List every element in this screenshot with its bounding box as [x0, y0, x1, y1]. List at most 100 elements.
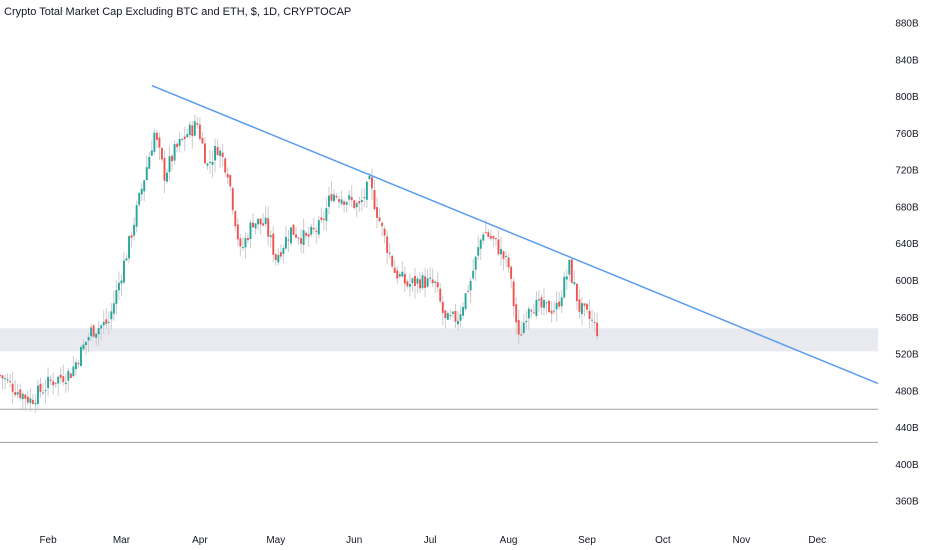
candle-body: [525, 320, 528, 323]
candle-body: [67, 370, 70, 381]
candle-body: [49, 379, 52, 381]
candle-body: [469, 280, 472, 291]
candle-body: [74, 362, 77, 370]
candle-body: [155, 132, 158, 140]
candle-body: [338, 199, 341, 202]
candle-body: [315, 230, 318, 232]
candle-body: [54, 382, 57, 384]
candle-body: [548, 300, 551, 313]
candle-body: [563, 276, 566, 298]
candle-body: [586, 304, 588, 310]
candle-body: [512, 281, 515, 306]
candle-body: [381, 223, 384, 227]
candle-body: [565, 276, 568, 280]
candle-body: [330, 194, 333, 201]
candle-body: [150, 150, 153, 156]
candle-body: [320, 217, 323, 220]
candle-body: [171, 155, 174, 162]
y-tick-label: 600B: [895, 276, 919, 287]
candle-body: [62, 376, 65, 383]
candle-body: [125, 258, 128, 261]
chart-title: Crypto Total Market Cap Excluding BTC an…: [4, 6, 352, 18]
candle-body: [4, 378, 7, 380]
candle-body: [348, 195, 351, 200]
candle-body: [97, 328, 100, 335]
candle-body: [441, 301, 444, 313]
candle-body: [333, 194, 335, 202]
candle-body: [403, 273, 406, 284]
candle-body: [206, 163, 209, 166]
candle-body: [117, 282, 120, 291]
candle-body: [191, 125, 194, 137]
candle-body: [82, 344, 85, 350]
candle-body: [277, 254, 280, 263]
candle-body: [188, 124, 191, 136]
candle-body: [368, 176, 371, 180]
candle-body: [305, 232, 308, 236]
candle-body: [472, 270, 475, 279]
candle-body: [231, 188, 234, 211]
candle-body: [451, 311, 454, 314]
candle-body: [234, 211, 237, 227]
candle-body: [110, 311, 113, 320]
candle-body: [44, 390, 47, 392]
candle-body: [112, 303, 115, 314]
candle-body: [343, 201, 346, 205]
candle-body: [378, 217, 381, 222]
candle-body: [247, 238, 249, 241]
candle-body: [396, 270, 399, 279]
candle-body: [239, 238, 242, 247]
candle-body: [284, 236, 287, 249]
candle-body: [474, 256, 477, 270]
candle-body: [262, 223, 265, 226]
y-tick-label: 680B: [895, 202, 919, 213]
candle-body: [292, 224, 295, 235]
candle-body: [39, 383, 42, 392]
candle-body: [267, 218, 270, 237]
candle-body: [254, 223, 257, 229]
candle-body: [158, 137, 161, 148]
candle-body: [307, 234, 310, 237]
candle-body: [37, 385, 39, 404]
x-tick-label: Aug: [500, 535, 518, 546]
candle-body: [57, 376, 60, 384]
candle-body: [168, 156, 171, 173]
y-tick-label: 840B: [895, 55, 919, 66]
candle-body: [575, 283, 578, 302]
candle-body: [130, 235, 133, 238]
candle-body: [560, 297, 563, 307]
candle-body: [401, 271, 404, 277]
candle-body: [532, 312, 535, 314]
trendline[interactable]: [151, 84, 879, 385]
candle-body: [467, 290, 470, 292]
candle-body: [370, 177, 373, 189]
candle-body: [386, 236, 389, 253]
candle-body: [517, 320, 520, 335]
candle-body: [573, 282, 576, 285]
candle-body: [365, 181, 368, 200]
candle-body: [300, 238, 303, 244]
candle-body: [302, 230, 305, 245]
candle-body: [77, 363, 80, 365]
candle-body: [236, 224, 239, 240]
candle-body: [105, 319, 108, 324]
candle-body: [545, 302, 548, 304]
x-tick-label: Jun: [346, 535, 362, 546]
candle-body: [21, 393, 24, 400]
y-tick-label: 800B: [895, 92, 919, 103]
candle-body: [431, 279, 434, 284]
x-tick-label: Jul: [424, 535, 437, 546]
candle-body: [95, 333, 98, 338]
x-tick-label: Feb: [39, 535, 57, 546]
candle-body: [391, 255, 394, 267]
candle-body: [26, 396, 29, 403]
candle-body: [181, 138, 184, 140]
candle-body: [477, 247, 480, 256]
candle-body: [163, 158, 166, 181]
y-tick-label: 760B: [895, 129, 919, 140]
candle-body: [249, 222, 252, 240]
candle-body: [173, 144, 176, 161]
candle-body: [482, 234, 485, 241]
candle-body: [406, 281, 409, 287]
